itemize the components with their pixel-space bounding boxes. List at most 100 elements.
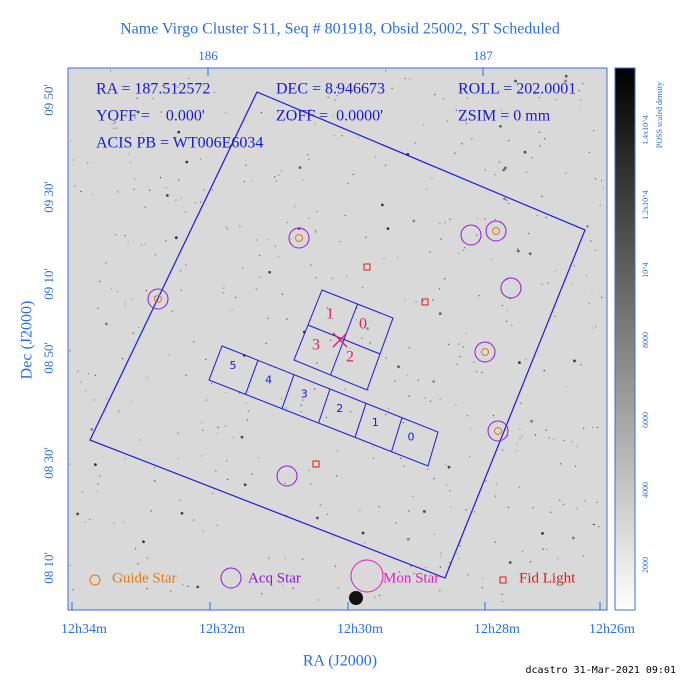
star [592, 426, 594, 429]
star [541, 195, 543, 198]
star [538, 131, 540, 133]
star [534, 93, 536, 95]
star [465, 122, 467, 124]
star [367, 389, 370, 391]
star [425, 188, 428, 190]
star [481, 586, 483, 589]
star [238, 392, 240, 394]
star [357, 137, 359, 139]
star [518, 486, 521, 488]
star [239, 225, 241, 227]
star [525, 358, 527, 360]
star [132, 332, 134, 334]
star [159, 176, 162, 179]
star [96, 490, 98, 493]
star [385, 70, 387, 72]
star [359, 509, 361, 512]
star [93, 399, 95, 401]
star [442, 98, 445, 100]
star [528, 252, 532, 256]
star [417, 379, 419, 381]
star [212, 493, 214, 495]
star [247, 410, 250, 412]
star [180, 289, 182, 291]
star [461, 143, 463, 145]
star [335, 475, 338, 477]
star [476, 217, 478, 219]
star [586, 224, 589, 228]
x-tick-label: 12h26m [589, 622, 635, 637]
star [316, 210, 318, 213]
acis-s-chip-label: 5 [230, 359, 237, 372]
star [494, 495, 497, 497]
colorbar-tick-label: 6000 [641, 412, 650, 428]
star [149, 189, 151, 191]
star [531, 157, 533, 159]
star [330, 339, 332, 342]
star [444, 278, 446, 280]
star [582, 82, 584, 85]
star [414, 142, 416, 144]
star [516, 249, 520, 253]
star [471, 138, 473, 140]
star [361, 531, 365, 535]
star [265, 342, 267, 344]
chip-divider [391, 417, 403, 452]
star [314, 231, 317, 233]
star [433, 478, 435, 480]
field-of-view [89, 91, 586, 579]
star [429, 400, 432, 402]
star [465, 509, 467, 511]
star [508, 140, 510, 142]
star [573, 265, 576, 267]
star [439, 398, 441, 400]
star [85, 390, 87, 392]
x-axis-label: RA (J2000) [303, 653, 377, 670]
star [560, 463, 562, 465]
star [225, 226, 227, 228]
star [501, 109, 503, 112]
star [105, 262, 107, 264]
star [438, 288, 441, 290]
star [281, 293, 283, 296]
star [449, 218, 451, 220]
star [594, 249, 596, 251]
acis-s-chip-label: 3 [301, 388, 308, 401]
star [115, 127, 117, 129]
star [112, 127, 114, 129]
star [519, 437, 521, 439]
star [494, 218, 496, 220]
star [555, 98, 557, 101]
acis-s-chip-label: 1 [372, 416, 379, 429]
star [326, 513, 329, 515]
star [599, 204, 601, 206]
star [591, 327, 594, 329]
star [511, 324, 513, 327]
star [145, 243, 147, 245]
star [97, 483, 99, 485]
star [314, 123, 316, 125]
legend-label: Mon Star [383, 570, 439, 586]
star [302, 179, 304, 181]
star [440, 555, 442, 557]
stars-background [69, 70, 604, 603]
star [170, 590, 172, 592]
star [134, 178, 136, 180]
star [466, 415, 468, 417]
star [205, 399, 208, 401]
info-text: RA = 187.512572 [96, 81, 210, 98]
star [146, 377, 149, 379]
star [268, 557, 270, 559]
star [216, 524, 219, 526]
star [601, 296, 603, 298]
star [154, 254, 156, 256]
star [255, 239, 258, 241]
star [327, 96, 329, 98]
star [325, 88, 328, 91]
star [580, 364, 582, 366]
star [70, 140, 72, 142]
star [600, 179, 603, 182]
star [386, 227, 390, 231]
star [267, 317, 269, 319]
star [588, 302, 590, 305]
